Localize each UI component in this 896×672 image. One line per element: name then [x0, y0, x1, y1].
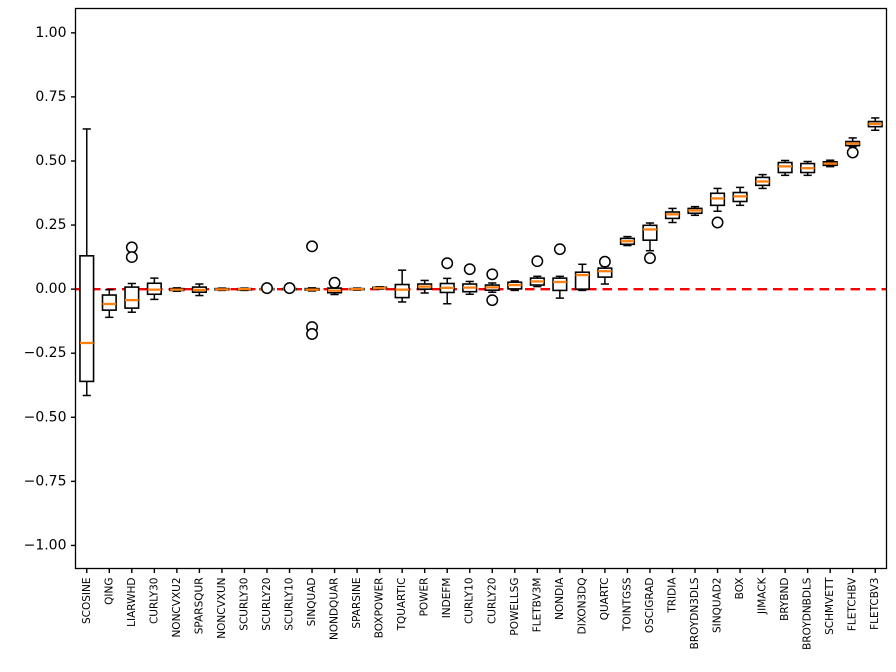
outlier-marker: [644, 252, 656, 265]
x-tick-label: FLETBV3M: [531, 578, 543, 633]
x-tick-label: SPARSQUR: [193, 578, 205, 635]
x-tick-label: BOXPOWER: [374, 578, 386, 639]
x-tick-label: JIMACK: [757, 576, 769, 615]
outlier-marker: [846, 146, 859, 159]
x-tick-label: SINQUAD2: [712, 578, 724, 634]
x-tick-label: SPARSINE: [351, 578, 363, 629]
x-tick-label: NONCVXUN: [216, 578, 228, 639]
x-tick-label: NONDQUAR: [329, 578, 341, 641]
box-tquartic: [394, 283, 410, 299]
outlier-marker: [531, 255, 544, 268]
outlier-marker: [486, 294, 499, 307]
x-tick-label: POWER: [419, 578, 431, 617]
x-tick-label: SCURLY10: [284, 578, 296, 631]
x-tick-label: LIARWHD: [126, 578, 138, 627]
outlier-marker: [125, 241, 138, 254]
x-tick-label: SCURLY20: [261, 578, 273, 631]
y-tick-label: 1.00: [35, 25, 66, 41]
box-nondia: [552, 277, 568, 292]
outlier-marker: [441, 257, 454, 270]
y-tick-label: 0.25: [35, 217, 66, 233]
outlier-marker: [261, 282, 273, 295]
outlier-marker: [306, 328, 318, 340]
x-tick-label: TOINTGSS: [621, 577, 633, 632]
box-qing: [101, 294, 117, 311]
box-liarwhd: [124, 286, 140, 309]
outlier-marker: [553, 243, 566, 256]
box-scosine: [79, 255, 95, 383]
outlier-marker: [711, 216, 724, 229]
y-tick-label: −0.50: [24, 409, 67, 425]
y-tick-label: 0.50: [35, 153, 66, 169]
x-tick-label: INDEFM: [441, 578, 453, 619]
x-tick-label: FLETCHBV: [847, 577, 859, 631]
box-quartc: [597, 267, 613, 278]
x-tick-label: SCURLY30: [238, 578, 250, 631]
x-tick-label: FLETCBV3: [869, 578, 881, 630]
y-tick-label: −1.00: [24, 537, 67, 553]
outlier-marker: [328, 276, 341, 289]
x-tick-label: BRYBND: [779, 578, 791, 621]
x-tick-label: TRIDIA: [666, 577, 678, 614]
outlier-marker: [598, 255, 611, 268]
x-tick-label: QUARTC: [599, 578, 611, 621]
x-tick-label: BROYDNBDLS: [802, 577, 814, 650]
box-oscigrad: [642, 224, 658, 241]
x-tick-label: NONCVXU2: [171, 578, 183, 638]
plot-border: [74, 7, 888, 570]
x-tick-label: SCOSINE: [81, 578, 93, 625]
x-tick-label: BROYDN3DLS: [689, 577, 701, 649]
box-dixon3dq: [574, 271, 590, 290]
x-tick-label: SINQUAD: [306, 578, 318, 627]
x-tick-label: SCHMVETT: [824, 577, 836, 635]
x-tick-label: CURLY20: [486, 578, 498, 625]
y-tick-label: −0.75: [24, 473, 67, 489]
outlier-marker: [283, 282, 296, 295]
y-tick-label: −0.25: [24, 345, 67, 361]
x-tick-label: CURLY30: [148, 578, 160, 625]
outlier-marker: [306, 240, 318, 253]
x-tick-label: BOX: [734, 578, 746, 600]
outlier-marker: [486, 268, 499, 281]
outlier-marker: [463, 263, 476, 276]
x-tick-label: TQUARTIC: [396, 578, 408, 632]
outlier-marker: [125, 251, 138, 264]
x-tick-label: OSCIGRAD: [644, 578, 656, 634]
y-tick-label: 0.75: [35, 89, 66, 105]
x-tick-label: POWELLSG: [509, 578, 521, 636]
y-tick-label: 0.00: [35, 281, 66, 297]
x-tick-label: NONDIA: [554, 577, 566, 620]
x-tick-label: QING: [103, 578, 115, 605]
x-tick-label: DIXON3DQ: [576, 578, 588, 635]
box-brybnd: [777, 161, 793, 174]
x-tick-label: CURLY10: [464, 578, 476, 625]
